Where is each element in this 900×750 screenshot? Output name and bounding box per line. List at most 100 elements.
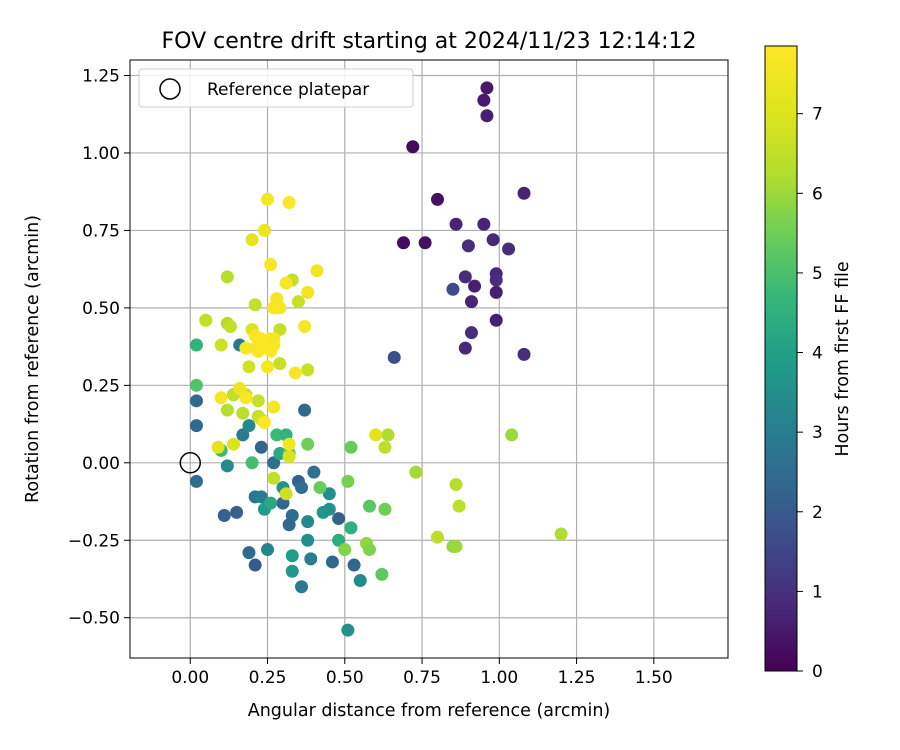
data-point: [223, 319, 237, 333]
colorbar-ticks: 0 1 2 3 4 5 6 7: [797, 105, 823, 682]
data-point: [282, 518, 296, 532]
data-point: [458, 270, 472, 284]
data-point: [291, 295, 305, 309]
data-point: [397, 236, 411, 250]
data-point: [304, 552, 318, 566]
data-point: [489, 273, 503, 287]
data-point: [242, 546, 256, 560]
colorbar-tick-label: 7: [812, 105, 823, 125]
data-point: [233, 381, 247, 395]
x-tick-label: 0.25: [249, 668, 287, 688]
data-point: [298, 403, 312, 417]
x-axis-ticks: 0.00 0.25 0.50 0.75 1.00 1.25 1.50: [171, 658, 673, 688]
data-point: [248, 558, 262, 572]
colorbar-tick-label: 3: [812, 423, 823, 443]
data-point: [449, 217, 463, 231]
data-point: [254, 440, 268, 454]
data-point: [285, 549, 299, 563]
y-tick-label: 0.25: [82, 376, 120, 396]
data-point: [242, 360, 256, 374]
data-point: [341, 474, 355, 488]
x-axis-label: Angular distance from reference (arcmin): [248, 701, 611, 721]
data-point: [301, 515, 315, 529]
data-point: [517, 186, 531, 200]
data-point: [261, 360, 275, 374]
data-point: [452, 499, 466, 513]
x-tick-label: 0.75: [403, 668, 441, 688]
chart-title: FOV centre drift starting at 2024/11/23 …: [162, 29, 697, 54]
data-point: [273, 357, 287, 371]
data-point: [189, 338, 203, 352]
data-point: [245, 456, 259, 470]
data-point: [468, 279, 482, 293]
data-point: [449, 539, 463, 553]
data-point: [257, 223, 271, 237]
data-point: [486, 233, 500, 247]
data-point: [295, 481, 309, 495]
data-point: [220, 459, 234, 473]
y-tick-label: −0.50: [68, 609, 120, 629]
data-point: [264, 496, 278, 510]
data-point: [189, 474, 203, 488]
data-point: [220, 403, 234, 417]
data-point: [406, 140, 420, 154]
data-point: [363, 499, 377, 513]
data-point: [344, 440, 358, 454]
data-point: [279, 276, 293, 290]
x-tick-label: 1.50: [635, 668, 673, 688]
legend-marker-icon: [159, 78, 181, 100]
data-point: [227, 437, 241, 451]
data-point: [267, 332, 281, 346]
data-point: [464, 326, 478, 340]
data-point: [189, 378, 203, 392]
data-point: [489, 313, 503, 327]
data-point: [282, 196, 296, 210]
data-point: [230, 505, 244, 519]
data-point: [307, 465, 321, 479]
data-points: [189, 81, 568, 637]
data-point: [381, 428, 395, 442]
data-point: [430, 192, 444, 206]
data-point: [199, 313, 213, 327]
data-point: [378, 440, 392, 454]
data-point: [387, 350, 401, 364]
data-point: [449, 477, 463, 491]
data-point: [554, 527, 568, 541]
data-point: [458, 341, 472, 355]
data-point: [480, 109, 494, 123]
colorbar-tick-label: 2: [812, 503, 823, 523]
data-point: [288, 366, 302, 380]
data-point: [242, 419, 256, 433]
data-point: [477, 93, 491, 107]
data-point: [310, 264, 324, 278]
colorbar-tick-label: 1: [812, 582, 823, 602]
x-tick-label: 0.50: [326, 668, 364, 688]
data-point: [353, 574, 367, 588]
data-point: [502, 242, 516, 256]
data-point: [446, 282, 460, 296]
data-point: [464, 295, 478, 309]
colorbar-tick-label: 0: [812, 662, 823, 682]
colorbar: [764, 45, 798, 672]
y-tick-label: 1.00: [82, 144, 120, 164]
data-point: [264, 257, 278, 271]
reference-platepar-marker: [179, 452, 202, 474]
y-axis-label: Rotation from reference (arcmin): [23, 215, 43, 503]
data-point: [282, 450, 296, 464]
data-point: [338, 543, 352, 557]
data-point: [254, 490, 268, 504]
data-point: [211, 440, 225, 454]
data-point: [267, 400, 281, 414]
data-point: [267, 456, 281, 470]
x-tick-label: 1.00: [480, 668, 518, 688]
data-point: [341, 623, 355, 637]
plot-frame: [129, 59, 729, 659]
data-point: [322, 502, 336, 516]
data-point: [409, 465, 423, 479]
data-point: [217, 508, 231, 522]
legend: Reference platepar: [138, 68, 414, 108]
data-point: [301, 533, 315, 547]
data-point: [248, 298, 262, 312]
data-point: [344, 521, 358, 535]
data-point: [257, 416, 271, 430]
